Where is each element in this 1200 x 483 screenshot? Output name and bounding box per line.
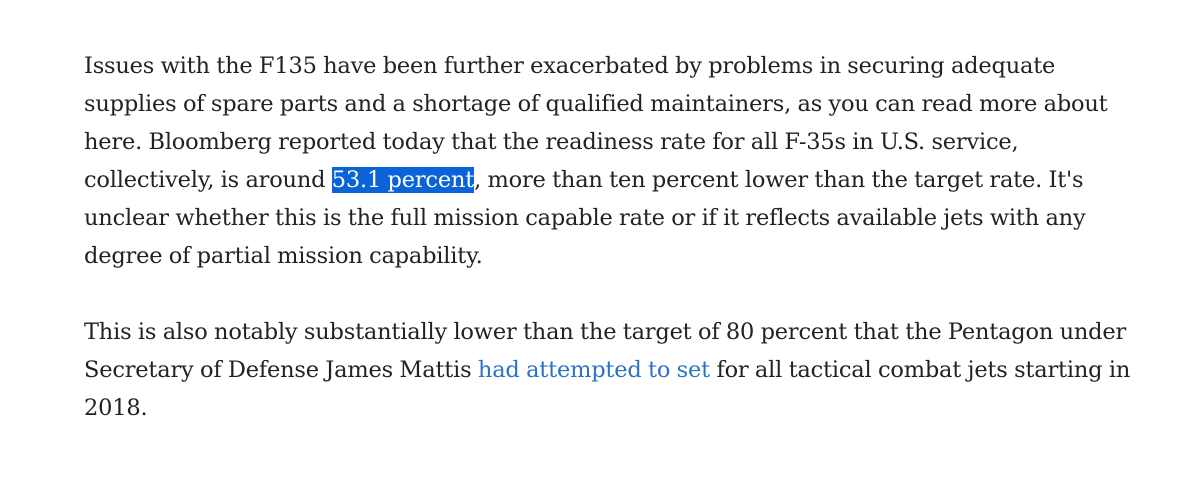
paragraph-text: This is also notably substantially lower… — [84, 319, 1127, 383]
paragraph-text: for all tactical combat jets starting in… — [84, 357, 1131, 421]
paragraph-target: This is also notably substantially lower… — [84, 313, 1144, 427]
attempted-to-set-link[interactable]: had attempted to set — [477, 357, 710, 383]
paragraph-text: Issues with the F135 have been further e… — [84, 53, 1108, 193]
paragraph-text: , more than ten percent lower than the t… — [84, 167, 1086, 269]
paragraph-readiness: Issues with the F135 have been further e… — [84, 47, 1144, 275]
article-body: Issues with the F135 have been further e… — [84, 47, 1144, 427]
selected-text-highlight[interactable]: 53.1 percent — [331, 167, 475, 193]
